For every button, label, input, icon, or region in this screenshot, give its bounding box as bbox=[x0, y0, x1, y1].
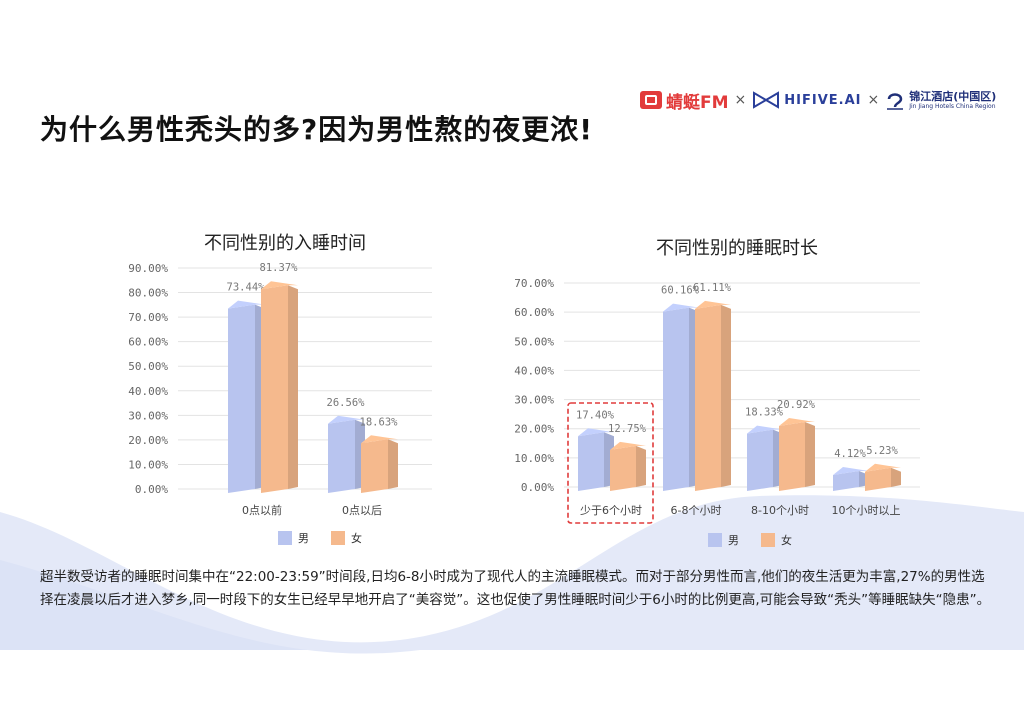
y-tick-label: 70.00% bbox=[514, 277, 554, 290]
jinjiang-logo: 锦江酒店(中国区) Jin Jiang Hotels China Region bbox=[885, 89, 996, 111]
y-tick-label: 50.00% bbox=[514, 335, 554, 348]
data-label: 12.75% bbox=[608, 423, 647, 435]
hifive-icon bbox=[753, 91, 780, 109]
bar-male bbox=[578, 428, 614, 491]
summary-caption: 超半数受访者的睡眠时间集中在“22:00-23:59”时间段,日均6-8小时成为… bbox=[40, 566, 990, 612]
chart1-title: 不同性别的入睡时间 bbox=[204, 233, 366, 254]
y-tick-label: 0.00% bbox=[135, 483, 168, 496]
page-title: 为什么男性秃头的多?因为男性熬的夜更浓! bbox=[40, 113, 594, 146]
data-label: 5.23% bbox=[866, 445, 898, 457]
data-label: 17.40% bbox=[576, 409, 615, 421]
legend-female-swatch bbox=[761, 533, 775, 547]
legend-female-label: 女 bbox=[781, 534, 792, 547]
caption-line-2: 择在凌晨以后才进入梦乡,同一时段下的女生已经早早地开启了“美容觉”。这也促使了男… bbox=[40, 592, 991, 608]
hifive-logo-text: HIFIVE.AI bbox=[784, 92, 862, 108]
data-label: 61.11% bbox=[693, 282, 732, 294]
x-category-label: 8-10个小时 bbox=[751, 504, 809, 517]
hifive-logo: HIFIVE.AI bbox=[752, 91, 861, 109]
jinjiang-en-text: Jin Jiang Hotels China Region bbox=[909, 102, 996, 110]
times-separator-2: × bbox=[867, 92, 880, 108]
jinjiang-cn-text: 锦江酒店(中国区) bbox=[909, 89, 997, 103]
y-tick-label: 20.00% bbox=[514, 423, 554, 436]
legend-male-label: 男 bbox=[298, 532, 309, 545]
x-category-label: 0点以后 bbox=[342, 504, 382, 517]
bar-female bbox=[261, 281, 298, 493]
data-label: 60.16% bbox=[661, 285, 700, 297]
y-tick-label: 40.00% bbox=[128, 385, 168, 398]
jinjiang-icon bbox=[887, 93, 904, 110]
y-tick-label: 20.00% bbox=[128, 434, 168, 447]
bar-female bbox=[695, 300, 731, 491]
bar-male bbox=[747, 425, 783, 491]
partner-logos: 蜻蜓FM × HIFIVE.AI × 锦江酒店(中国区) Jin Jiang H… bbox=[640, 86, 996, 114]
x-category-label: 少于6个小时 bbox=[580, 504, 642, 517]
data-label: 26.56% bbox=[327, 397, 366, 409]
bar-female bbox=[361, 435, 398, 493]
data-label: 73.44% bbox=[227, 282, 266, 294]
bar-male bbox=[663, 303, 699, 491]
highlight-box bbox=[567, 402, 654, 524]
legend-male-swatch bbox=[708, 533, 722, 547]
y-tick-label: 30.00% bbox=[128, 409, 168, 422]
data-label: 20.92% bbox=[777, 399, 816, 411]
y-tick-label: 50.00% bbox=[128, 360, 168, 373]
y-tick-label: 90.00% bbox=[128, 262, 168, 275]
times-separator: × bbox=[734, 92, 747, 108]
legend-male-label: 男 bbox=[728, 534, 739, 547]
bar-female bbox=[779, 418, 815, 491]
x-category-label: 10个小时以上 bbox=[832, 504, 901, 517]
y-tick-label: 60.00% bbox=[514, 306, 554, 319]
y-tick-label: 60.00% bbox=[128, 336, 168, 349]
data-label: 4.12% bbox=[834, 448, 866, 460]
qingting-fm-logo: 蜻蜓FM bbox=[640, 88, 729, 113]
bar-female bbox=[865, 463, 901, 491]
legend-female-swatch bbox=[331, 531, 345, 545]
legend-female-label: 女 bbox=[351, 532, 362, 545]
caption-line-1: 超半数受访者的睡眠时间集中在“22:00-23:59”时间段,日均6-8小时成为… bbox=[40, 569, 985, 585]
y-tick-label: 80.00% bbox=[128, 287, 168, 300]
chart2-legend: 男 女 bbox=[708, 532, 806, 548]
x-category-label: 6-8个小时 bbox=[671, 504, 722, 517]
data-label: 18.33% bbox=[745, 407, 784, 419]
y-tick-label: 30.00% bbox=[514, 394, 554, 407]
y-tick-label: 40.00% bbox=[514, 364, 554, 377]
y-tick-label: 10.00% bbox=[514, 452, 554, 465]
chart2-title: 不同性别的睡眠时长 bbox=[656, 238, 818, 259]
chart1-legend: 男 女 bbox=[278, 530, 376, 546]
y-tick-label: 10.00% bbox=[128, 458, 168, 471]
bar-male bbox=[328, 415, 365, 493]
y-tick-label: 70.00% bbox=[128, 311, 168, 324]
data-label: 18.63% bbox=[360, 416, 399, 428]
bar-female bbox=[610, 441, 646, 491]
data-label: 81.37% bbox=[260, 262, 299, 274]
legend-male-swatch bbox=[278, 531, 292, 545]
qingting-icon bbox=[640, 91, 662, 109]
y-tick-label: 0.00% bbox=[521, 481, 554, 494]
x-category-label: 0点以前 bbox=[242, 503, 282, 517]
qingting-logo-text: 蜻蜓FM bbox=[666, 92, 729, 113]
